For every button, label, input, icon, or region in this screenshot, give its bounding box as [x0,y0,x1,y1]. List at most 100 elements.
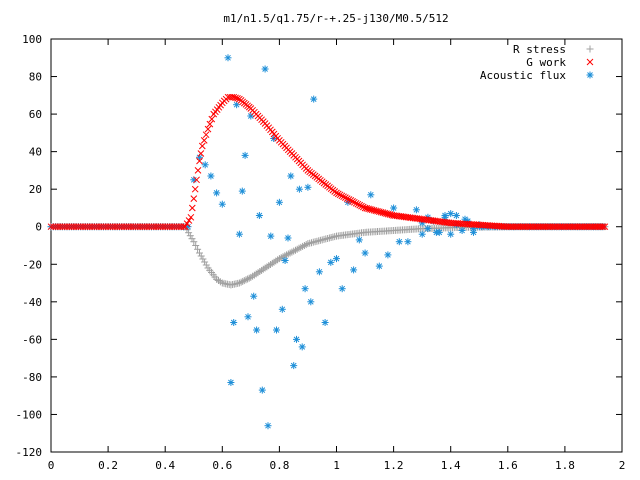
series-acoustic-flux [48,54,607,429]
data-point [191,196,197,202]
plot-frame [51,39,622,452]
data-point [209,116,215,122]
y-tick-label: 60 [29,108,42,121]
y-tick-label: 0 [35,221,42,234]
data-point [273,327,280,334]
data-point [195,167,201,173]
data-point [296,186,303,193]
data-point [194,246,201,253]
chart-title: m1/n1.5/q1.75/r-+.25-j130/M0.5/512 [223,12,448,25]
series-g-work [48,94,608,230]
data-point [316,268,323,275]
data-point [236,231,243,238]
data-point [285,235,292,242]
data-point [230,319,237,326]
data-point [299,343,306,350]
data-point [245,313,252,320]
x-tick-label: 1.6 [498,459,518,472]
legend-label: Acoustic flux [480,69,566,82]
data-point [203,262,210,269]
data-point [367,191,374,198]
legend-marker [587,59,593,65]
x-tick-label: 0.8 [269,459,289,472]
data-point [350,266,357,273]
data-point [190,238,197,245]
y-tick-label: 100 [22,33,42,46]
x-tick-label: 0.4 [155,459,175,472]
data-point [192,242,199,249]
y-tick-label: -60 [22,333,42,346]
data-point [219,201,226,208]
data-point [447,231,454,238]
data-point [384,251,391,258]
legend-marker [587,46,594,53]
x-tick-label: 0.2 [98,459,118,472]
data-point [333,255,340,262]
data-point [262,66,269,73]
data-point [239,188,246,195]
data-point [310,96,317,103]
y-tick-label: -100 [16,408,43,421]
data-point [282,257,289,264]
acoustic-flux-chart: m1/n1.5/q1.75/r-+.25-j130/M0.5/512 0 0.2 0… [0,0,640,480]
y-tick-label: 40 [29,146,42,159]
x-tick-label: 1.2 [384,459,404,472]
data-point [207,121,213,127]
x-tick-label: 0 [48,459,55,472]
data-point [192,186,198,192]
data-point [376,263,383,270]
y-tick-label: -80 [22,371,42,384]
data-point [225,54,232,61]
data-point [196,250,203,257]
data-point [436,229,443,236]
data-point [207,173,214,180]
data-point [290,362,297,369]
data-point [279,306,286,313]
data-point [459,227,466,234]
data-point [256,212,263,219]
data-point [327,259,334,266]
x-tick-label: 2 [619,459,626,472]
data-point [424,225,431,232]
data-point [287,173,294,180]
data-point [276,199,283,206]
data-point [199,143,205,149]
data-point [302,285,309,292]
data-point [186,218,192,224]
data-point [187,232,194,239]
data-point [413,206,420,213]
data-point [265,422,272,429]
data-point [199,256,206,263]
data-point [189,235,196,242]
data-point [419,231,426,238]
x-tick-label: 1.4 [441,459,461,472]
x-tick-label: 1 [333,459,340,472]
data-point [293,336,300,343]
data-point [203,132,209,138]
data-point [198,253,205,260]
data-point [390,205,397,212]
series-r-stress [48,223,609,288]
data-point [396,238,403,245]
data-point [339,285,346,292]
data-point [189,205,195,211]
data-point [213,189,220,196]
data-point [253,327,260,334]
data-point [304,184,311,191]
y-tick-label: -20 [22,258,42,271]
data-point [362,250,369,257]
data-point [259,387,266,394]
data-point [242,152,249,159]
y-tick-label: 80 [29,71,42,84]
data-point [267,233,274,240]
data-point [356,236,363,243]
data-point [250,293,257,300]
y-tick-label: -40 [22,296,42,309]
data-point [202,161,209,168]
data-point [205,126,211,132]
legend-label: G work [526,56,566,69]
x-tick-label: 0.6 [212,459,232,472]
legend-label: R stress [513,43,566,56]
data-point [404,238,411,245]
data-point [307,298,314,305]
